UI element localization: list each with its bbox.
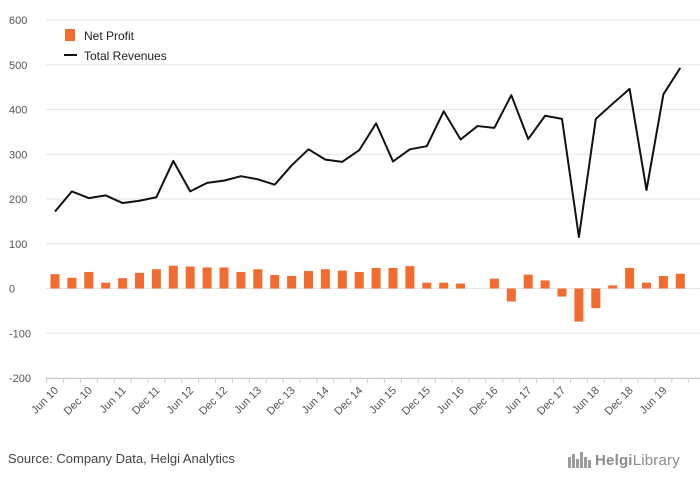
y-axis-ticks: 600 500 400 300 200 100 0 -100 -200 — [9, 15, 31, 385]
y-tick-label: 500 — [9, 60, 27, 72]
net-profit-bar — [675, 273, 685, 289]
x-tick-label: Jun 13 — [232, 385, 264, 417]
net-profit-bar — [591, 288, 601, 309]
brand-suffix: Library — [632, 451, 680, 469]
helgi-library-logo: HelgiLibrary — [567, 450, 680, 470]
net-profit-bar — [506, 288, 516, 302]
net-profit-bar — [219, 267, 229, 289]
net-profit-bar — [304, 271, 313, 289]
x-tick-label: Dec 17 — [535, 385, 568, 418]
net-profit-bar — [236, 271, 246, 289]
net-profit-bar — [270, 275, 280, 289]
net-profit-bar — [168, 265, 178, 289]
y-tick-label: -100 — [9, 328, 31, 340]
x-tick-label: Jun 17 — [502, 385, 534, 417]
x-tick-label: Dec 10 — [62, 385, 95, 418]
x-tick-label: Jun 19 — [638, 385, 670, 417]
legend-label-total-revenues: Total Revenues — [84, 49, 167, 63]
net-profit-bar — [405, 266, 415, 289]
net-profit-bar — [67, 277, 77, 289]
net-profit-bar — [439, 282, 449, 289]
brand-name: HelgiLibrary — [595, 452, 680, 469]
y-tick-label: 100 — [9, 239, 27, 251]
x-tick-label: Dec 14 — [332, 385, 365, 418]
net-profit-bar — [608, 285, 618, 289]
legend-swatch-net-profit — [65, 29, 75, 41]
net-profit-bar — [320, 269, 330, 289]
x-tick-label: Dec 16 — [467, 385, 500, 418]
x-tick-label: Jun 10 — [29, 385, 61, 417]
x-tick-label: Dec 13 — [265, 385, 298, 418]
x-tick-label: Jun 14 — [300, 385, 332, 417]
x-tick-label: Jun 11 — [97, 385, 128, 416]
net-profit-bar — [253, 269, 263, 289]
net-profit-bar — [489, 278, 499, 289]
net-profit-bar — [456, 283, 466, 289]
total-revenues-polyline — [54, 67, 682, 239]
net-profit-bar — [642, 282, 651, 289]
net-profit-bar — [354, 271, 364, 289]
x-tick-label: Jun 15 — [367, 385, 399, 417]
net-profit-bar — [151, 269, 161, 289]
net-profit-bar — [422, 282, 432, 289]
net-profit-bar — [388, 267, 398, 289]
net-profit-bar — [557, 288, 567, 297]
y-tick-label: 600 — [9, 15, 27, 27]
legend-label-net-profit: Net Profit — [84, 29, 135, 43]
helgi-castle-icon — [568, 452, 591, 468]
source-note: Source: Company Data, Helgi Analytics — [8, 451, 235, 466]
x-tick-label: Dec 12 — [197, 385, 230, 418]
net-profit-bar — [625, 267, 635, 289]
x-tick-label: Jun 18 — [570, 385, 602, 417]
x-tick-label: Jun 16 — [435, 385, 467, 417]
net-profit-bar — [118, 278, 128, 289]
net-profit-bar — [135, 272, 144, 289]
x-tick-label: Dec 18 — [603, 385, 636, 418]
net-profit-bar — [84, 271, 94, 289]
y-tick-label: 300 — [9, 149, 27, 161]
y-tick-label: 0 — [9, 284, 15, 296]
y-tick-label: -200 — [9, 373, 31, 385]
x-tick-label: Dec 11 — [130, 385, 163, 418]
net-profit-bar — [574, 288, 584, 322]
net-profit-bar — [185, 266, 195, 289]
net-profit-bar — [337, 270, 347, 289]
net-profit-bar — [540, 280, 550, 289]
chart: 600 500 400 300 200 100 0 -100 -200 Jun 10 Dec 10… — [9, 15, 700, 418]
net-profit-bar — [202, 267, 212, 289]
net-profit-bar — [101, 282, 111, 289]
y-tick-label: 200 — [9, 194, 27, 206]
net-profit-bar — [658, 275, 668, 289]
legend: Net Profit Total Revenues — [64, 29, 167, 63]
net-profit-bar — [371, 267, 381, 289]
brand-prefix: Helgi — [595, 451, 633, 469]
x-tick-label: Dec 15 — [400, 385, 433, 418]
total-revenues-line — [54, 67, 682, 239]
net-profit-bar — [287, 275, 297, 289]
net-profit-bar — [50, 274, 60, 289]
x-tick-label: Jun 12 — [164, 385, 196, 417]
net-profit-bar — [523, 274, 533, 289]
net-profit-bars — [50, 265, 685, 322]
y-tick-label: 400 — [9, 105, 27, 117]
x-axis: Jun 10 Dec 10 Jun 11 Dec 11 Jun 12 Dec 12 Jun … — [29, 378, 700, 418]
